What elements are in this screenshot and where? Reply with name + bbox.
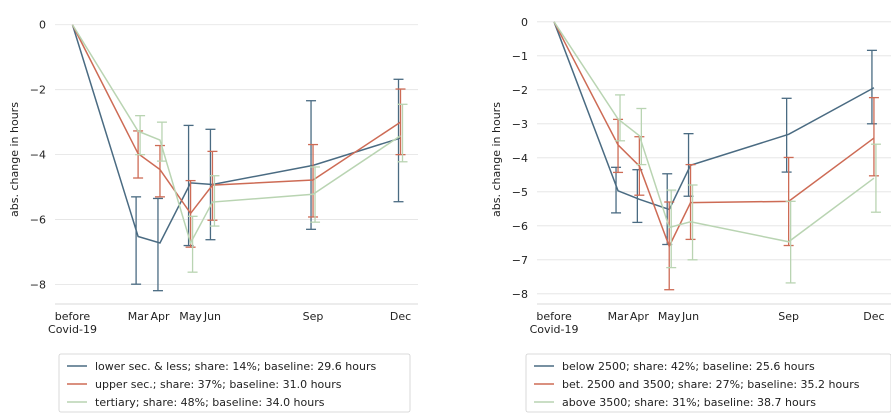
y-tick-label: −6: [30, 214, 46, 227]
series-3: [553, 21, 881, 284]
series-line: [71, 24, 401, 215]
y-tick-label: −3: [512, 118, 528, 131]
x-tick-label: Dec: [863, 310, 884, 323]
x-tick-label: Jun: [203, 310, 221, 323]
y-axis-label: abs. change in hours: [490, 102, 503, 217]
legend-label: above 3500; share: 31%; baseline: 38.7 h…: [562, 396, 816, 409]
legend-label: upper sec.; share: 37%; baseline: 31.0 h…: [95, 378, 342, 391]
y-tick-label: −5: [512, 186, 528, 199]
series-3: [71, 24, 408, 273]
y-tick-label: 0: [39, 19, 46, 32]
y-tick-label: −4: [512, 152, 528, 165]
series-1: [553, 21, 877, 246]
legend-label: tertiary; share: 48%; baseline: 34.0 hou…: [95, 396, 325, 409]
x-tick-label: Sep: [303, 310, 324, 323]
y-axis-label: abs. change in hours: [8, 102, 21, 217]
x-tick-label: May: [658, 310, 681, 323]
series-1: [71, 24, 404, 292]
legend-label: bet. 2500 and 3500; share: 27%; baseline…: [562, 378, 860, 391]
legend-label: below 2500; share: 42%; baseline: 25.6 h…: [562, 360, 815, 373]
x-tick-label: Mar: [128, 310, 149, 323]
series-line: [71, 24, 401, 244]
y-tick-label: −1: [512, 50, 528, 63]
legend-label: lower sec. & less; share: 14%; baseline:…: [95, 360, 376, 373]
x-tick-label: Jun: [681, 310, 699, 323]
series-2: [553, 21, 879, 291]
panel-1: 0 −2 −4 −6 −8 before Covid-19 Mar Apr May Jun Sep De…: [8, 19, 418, 413]
legend-frame: [58, 353, 411, 413]
y-tick-label: −6: [512, 220, 528, 233]
legend-frame: [525, 353, 891, 413]
series-line: [553, 21, 875, 243]
x-tick-label: May: [179, 310, 202, 323]
y-tick-label: −4: [30, 149, 46, 162]
y-tick-label: 0: [521, 16, 528, 29]
x-tick-label: before Covid-19: [530, 310, 579, 336]
x-tick-label: before Covid-19: [48, 310, 97, 336]
series-2: [71, 24, 406, 248]
legend: lower sec. & less; share: 14%; baseline:…: [58, 353, 411, 413]
x-tick-label: Apr: [150, 310, 170, 323]
y-tick-label: −2: [30, 84, 46, 97]
y-tick-label: −8: [30, 279, 46, 292]
x-tick-label: Apr: [630, 310, 650, 323]
x-tick-label: Mar: [608, 310, 629, 323]
x-tick-label: Dec: [390, 310, 411, 323]
x-tick-label: Sep: [778, 310, 799, 323]
legend: below 2500; share: 42%; baseline: 25.6 h…: [525, 353, 891, 413]
y-tick-label: −2: [512, 84, 528, 97]
series-line: [71, 24, 401, 245]
y-tick-label: −7: [512, 254, 528, 267]
y-tick-label: −8: [512, 288, 528, 301]
